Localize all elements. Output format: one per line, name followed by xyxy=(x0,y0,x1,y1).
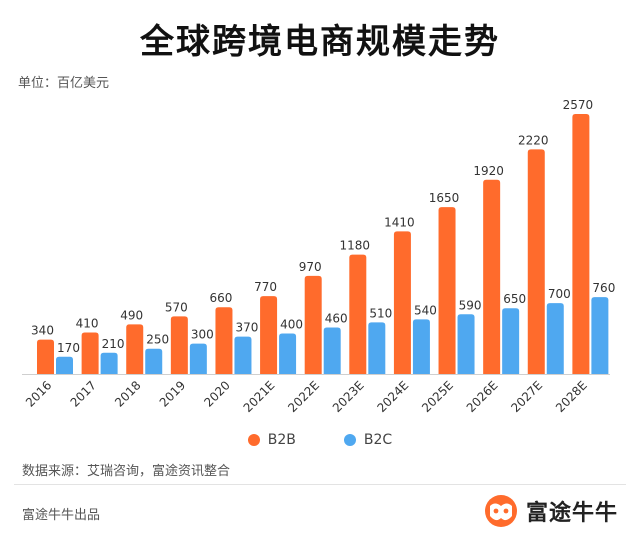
bar-b2c-2027E xyxy=(546,303,564,374)
bar-b2b-2027E xyxy=(527,149,545,374)
data-label-b2c-2017: 210 xyxy=(102,337,125,351)
bar-b2b-2021E xyxy=(260,296,278,374)
bar-b2c-2019 xyxy=(189,343,207,374)
x-tick-label-2024E: 2024E xyxy=(374,378,411,415)
data-label-b2c-2023E: 510 xyxy=(369,306,392,320)
bar-b2c-2020 xyxy=(234,336,252,374)
data-label-b2b-2025E: 1650 xyxy=(429,191,460,205)
bar-b2c-2021E xyxy=(279,333,297,374)
data-label-b2b-2027E: 2220 xyxy=(518,133,549,147)
brand: 富途牛牛 xyxy=(484,494,618,528)
futu-logo-icon xyxy=(484,495,517,527)
data-label-b2c-2025E: 590 xyxy=(459,298,482,312)
data-label-b2c-2019: 300 xyxy=(191,328,214,342)
data-label-b2b-2028E: 2570 xyxy=(563,98,594,112)
bar-b2b-2018 xyxy=(126,324,144,374)
unit-label: 单位：百亿美元 xyxy=(18,76,110,91)
data-label-b2b-2018: 490 xyxy=(120,308,143,322)
data-label-b2b-2020: 660 xyxy=(210,291,233,305)
x-tick-label-2016: 2016 xyxy=(23,378,54,409)
bar-b2c-2022E xyxy=(323,327,341,374)
x-tick-label-2026E: 2026E xyxy=(464,378,501,415)
data-label-b2c-2024E: 540 xyxy=(414,303,437,317)
data-label-b2c-2028E: 760 xyxy=(592,281,615,295)
data-label-b2b-2021E: 770 xyxy=(254,280,277,294)
data-label-b2b-2022E: 970 xyxy=(299,260,322,274)
bar-b2b-2019 xyxy=(170,316,188,374)
bar-b2b-2023E xyxy=(349,254,367,374)
data-label-b2c-2027E: 700 xyxy=(548,287,571,301)
data-label-b2c-2022E: 460 xyxy=(325,311,348,325)
data-label-b2b-2026E: 1920 xyxy=(473,164,504,178)
data-label-b2b-2024E: 1410 xyxy=(384,215,415,229)
bar-b2c-2026E xyxy=(502,308,520,374)
divider xyxy=(14,484,626,485)
bar-b2c-2024E xyxy=(412,319,430,374)
data-label-b2c-2026E: 650 xyxy=(503,292,526,306)
legend-label-b2b: B2B xyxy=(267,432,296,448)
bar-b2b-2024E xyxy=(393,231,411,374)
legend-swatch-b2c xyxy=(343,434,356,446)
data-label-b2c-2018: 250 xyxy=(146,333,169,347)
legend-item-b2b: B2B xyxy=(247,432,296,448)
data-label-b2b-2019: 570 xyxy=(165,300,188,314)
bar-b2c-2025E xyxy=(457,314,475,374)
x-tick-label-2018: 2018 xyxy=(112,378,143,409)
x-tick-label-2017: 2017 xyxy=(68,378,99,409)
bar-b2c-2023E xyxy=(368,322,386,374)
source-note: 数据来源：艾瑞咨询，富途资讯整合 xyxy=(22,464,231,479)
bar-b2b-2022E xyxy=(304,275,322,374)
bar-b2b-2017 xyxy=(81,332,99,374)
x-tick-label-2023E: 2023E xyxy=(330,378,367,415)
x-tick-label-2027E: 2027E xyxy=(508,378,545,415)
bar-b2c-2018 xyxy=(145,348,163,374)
bar-b2b-2026E xyxy=(483,179,501,374)
data-label-b2c-2020: 370 xyxy=(236,321,259,335)
bar-b2b-2025E xyxy=(438,207,456,374)
chart-title: 全球跨境电商规模走势 xyxy=(140,22,500,62)
data-label-b2c-2021E: 400 xyxy=(280,318,303,332)
data-label-b2c-2016: 170 xyxy=(57,341,80,355)
credit-note: 富途牛牛出品 xyxy=(22,508,101,523)
bar-b2c-2016 xyxy=(56,356,73,374)
bar-b2c-2017 xyxy=(100,352,118,374)
x-tick-label-2019: 2019 xyxy=(157,378,188,409)
x-tick-label-2021E: 2021E xyxy=(241,378,278,415)
x-tick-label-2020: 2020 xyxy=(201,378,232,409)
x-tick-label-2028E: 2028E xyxy=(553,378,590,415)
legend-item-b2c: B2C xyxy=(343,432,393,448)
legend-swatch-b2b xyxy=(247,434,260,446)
legend: B2B B2C xyxy=(0,432,640,448)
bar-b2b-2016 xyxy=(37,339,54,374)
brand-name: 富途牛牛 xyxy=(525,501,618,526)
data-label-b2b-2016: 340 xyxy=(31,324,54,338)
data-label-b2b-2017: 410 xyxy=(76,317,99,331)
bar-b2c-2028E xyxy=(591,297,609,374)
legend-label-b2c: B2C xyxy=(363,432,393,448)
bar-b2b-2020 xyxy=(215,307,233,374)
bar-b2b-2028E xyxy=(572,114,590,374)
x-tick-label-2022E: 2022E xyxy=(285,378,322,415)
x-tick-label-2025E: 2025E xyxy=(419,378,456,415)
data-label-b2b-2023E: 1180 xyxy=(340,239,371,253)
